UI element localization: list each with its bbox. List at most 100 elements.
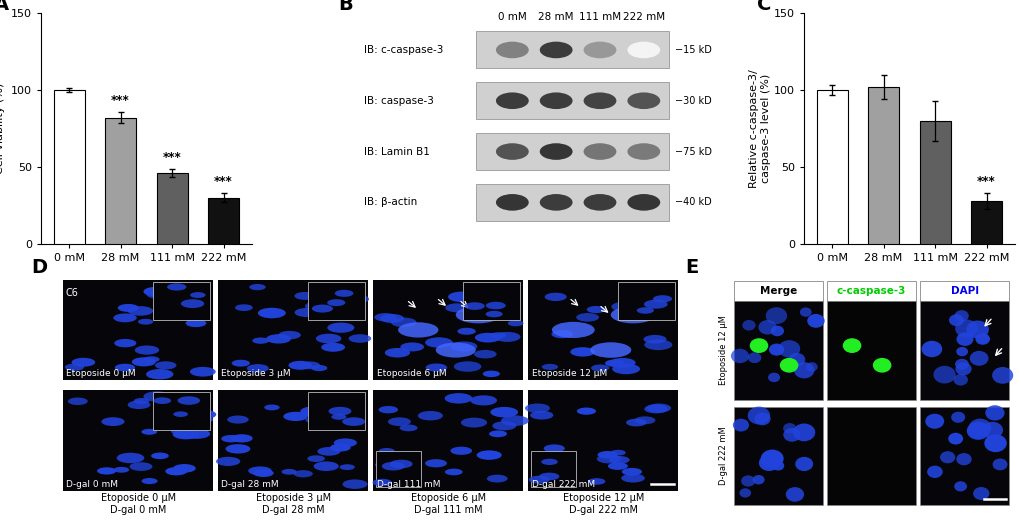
Ellipse shape [583, 93, 615, 109]
Circle shape [551, 322, 594, 338]
Circle shape [380, 314, 404, 323]
Circle shape [154, 397, 171, 404]
Circle shape [611, 363, 640, 374]
Circle shape [375, 460, 398, 469]
Circle shape [544, 293, 567, 301]
Bar [475, 82, 667, 119]
Bar [734, 281, 822, 302]
Circle shape [68, 397, 88, 405]
Circle shape [71, 358, 95, 367]
Circle shape [940, 451, 955, 463]
Bar [970, 201, 1001, 244]
Circle shape [321, 343, 344, 352]
Circle shape [788, 353, 805, 366]
Circle shape [530, 470, 547, 476]
Bar [734, 407, 822, 505]
Ellipse shape [627, 143, 659, 160]
Circle shape [248, 466, 271, 475]
Circle shape [532, 463, 548, 470]
Bar [153, 392, 210, 430]
Circle shape [609, 358, 635, 368]
Circle shape [252, 337, 269, 344]
Ellipse shape [539, 93, 572, 109]
Text: Etoposide 6 μM: Etoposide 6 μM [376, 369, 445, 378]
Circle shape [465, 302, 484, 310]
Y-axis label: Relative c-caspase-3/
caspase-3 level (%): Relative c-caspase-3/ caspase-3 level (%… [749, 69, 770, 188]
Text: Etoposide 12 μM: Etoposide 12 μM [531, 369, 606, 378]
Circle shape [493, 332, 520, 342]
Circle shape [590, 365, 608, 371]
Circle shape [253, 469, 273, 477]
Circle shape [741, 475, 754, 487]
Bar [919, 281, 1008, 302]
Circle shape [453, 361, 481, 372]
Text: D-gal 28 mM: D-gal 28 mM [262, 505, 324, 515]
Circle shape [954, 310, 968, 321]
Bar [63, 390, 213, 490]
Bar [867, 87, 898, 244]
Circle shape [227, 415, 249, 424]
Circle shape [643, 300, 667, 309]
Circle shape [155, 361, 176, 369]
Text: D-gal 222 mM: D-gal 222 mM [569, 505, 637, 515]
Bar [618, 282, 675, 320]
Circle shape [372, 479, 391, 486]
Circle shape [117, 304, 139, 312]
Circle shape [492, 421, 516, 431]
Circle shape [162, 302, 180, 309]
Circle shape [114, 339, 137, 347]
Circle shape [378, 406, 397, 413]
Circle shape [760, 450, 783, 468]
Text: D-gal 0 mM: D-gal 0 mM [66, 479, 118, 489]
Circle shape [991, 459, 1007, 471]
Circle shape [953, 482, 966, 491]
Circle shape [115, 363, 136, 371]
Circle shape [191, 410, 216, 419]
Bar [153, 282, 210, 320]
Circle shape [621, 474, 644, 483]
Text: DAPI: DAPI [950, 286, 977, 296]
Circle shape [981, 422, 1002, 438]
Circle shape [541, 364, 557, 370]
Ellipse shape [627, 194, 659, 211]
Circle shape [792, 423, 814, 441]
Ellipse shape [583, 143, 615, 160]
Bar [816, 90, 847, 244]
Circle shape [747, 353, 760, 363]
Ellipse shape [495, 93, 528, 109]
Circle shape [330, 444, 351, 451]
Circle shape [388, 478, 405, 485]
Bar [463, 282, 520, 320]
Circle shape [604, 359, 625, 367]
Text: ***: *** [214, 175, 232, 188]
Circle shape [621, 305, 647, 315]
Circle shape [313, 461, 338, 471]
Circle shape [142, 478, 158, 484]
Circle shape [129, 462, 153, 471]
Circle shape [954, 319, 977, 337]
Ellipse shape [627, 42, 659, 58]
Circle shape [771, 461, 784, 471]
Circle shape [610, 306, 655, 323]
Circle shape [165, 467, 187, 475]
Circle shape [294, 308, 318, 317]
Text: -: - [677, 481, 680, 490]
Circle shape [294, 292, 315, 300]
Bar [54, 90, 85, 244]
Bar [308, 392, 365, 430]
Circle shape [490, 407, 518, 418]
Circle shape [198, 417, 213, 423]
Circle shape [399, 424, 417, 431]
Circle shape [101, 417, 124, 426]
Circle shape [345, 295, 369, 304]
Ellipse shape [495, 143, 528, 160]
Circle shape [216, 457, 240, 466]
Circle shape [281, 469, 297, 475]
Text: D: D [32, 258, 47, 277]
Circle shape [97, 467, 116, 475]
Circle shape [920, 341, 942, 357]
Text: D-gal 111 mM: D-gal 111 mM [414, 505, 482, 515]
Bar [528, 390, 678, 490]
Circle shape [425, 337, 452, 348]
Circle shape [135, 345, 159, 355]
